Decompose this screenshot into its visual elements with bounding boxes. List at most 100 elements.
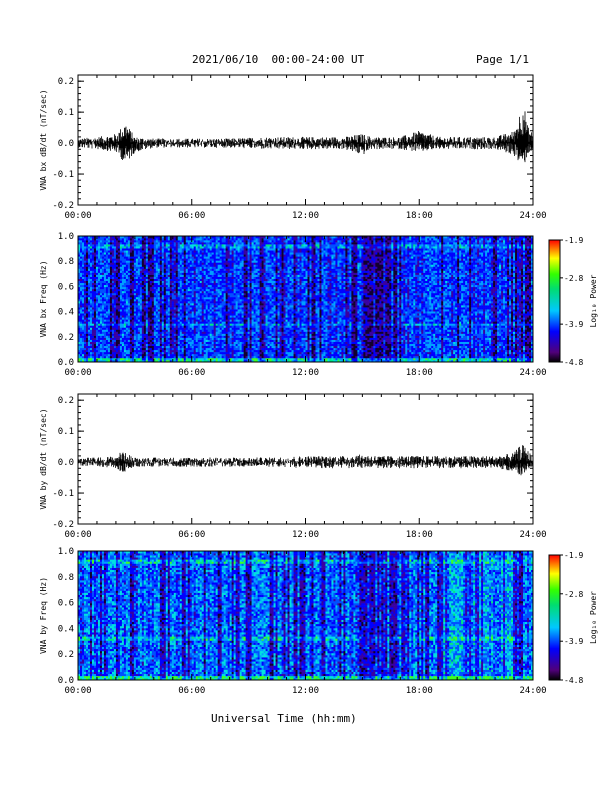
- spectrogram-cell: [106, 246, 108, 248]
- spectrogram-cell: [196, 250, 198, 252]
- spectrogram-cell: [160, 301, 162, 303]
- spectrogram-cell: [226, 301, 228, 303]
- spectrogram-cell: [180, 252, 182, 254]
- spectrogram-cell: [134, 332, 136, 334]
- spectrogram-cell: [118, 297, 120, 299]
- spectrogram-cell: [144, 264, 146, 266]
- spectrogram-cell: [106, 277, 108, 279]
- spectrogram-cell: [88, 258, 90, 260]
- spectrogram-cell: [100, 285, 102, 287]
- spectrogram-cell: [204, 350, 206, 352]
- spectrogram-cell: [96, 319, 98, 321]
- spectrogram-cell: [126, 354, 128, 356]
- spectrogram-cell: [194, 271, 196, 273]
- spectrogram-cell: [222, 291, 224, 293]
- spectrogram-cell: [108, 346, 110, 348]
- spectrogram-cell: [88, 342, 90, 344]
- spectrogram-cell: [156, 358, 158, 360]
- spectrogram-cell: [104, 323, 106, 325]
- spectrogram-cell: [114, 307, 116, 309]
- spectrogram-cell: [224, 354, 226, 356]
- spectrogram-cell: [128, 329, 130, 331]
- spectrogram-cell: [100, 307, 102, 309]
- spectrogram-cell: [82, 269, 84, 271]
- spectrogram-cell: [230, 262, 232, 264]
- spectrogram-cell: [100, 269, 102, 271]
- spectrogram-cell: [230, 293, 232, 295]
- spectrogram-cell: [184, 297, 186, 299]
- spectrogram-cell: [124, 325, 126, 327]
- spectrogram-cell: [196, 264, 198, 266]
- spectrogram-cell: [116, 301, 118, 303]
- spectrogram-cell: [138, 254, 140, 256]
- spectrogram-cell: [88, 332, 90, 334]
- spectrogram-cell: [222, 336, 224, 338]
- spectrogram-cell: [152, 240, 154, 242]
- spectrogram-cell: [116, 295, 118, 297]
- spectrogram-cell: [128, 283, 130, 285]
- spectrogram-cell: [212, 301, 214, 303]
- spectrogram-cell: [108, 273, 110, 275]
- spectrogram-cell: [226, 246, 228, 248]
- spectrogram-cell: [206, 244, 208, 246]
- spectrogram-cell: [156, 264, 158, 266]
- spectrogram-cell: [194, 291, 196, 293]
- spectrogram-cell: [184, 256, 186, 258]
- spectrogram-cell: [156, 269, 158, 271]
- spectrogram-cell: [206, 258, 208, 260]
- spectrogram-cell: [90, 279, 92, 281]
- spectrogram-cell: [126, 334, 128, 336]
- spectrogram-cell: [152, 291, 154, 293]
- spectrogram-cell: [170, 348, 172, 350]
- spectrogram-cell: [226, 315, 228, 317]
- spectrogram-cell: [216, 244, 218, 246]
- spectrogram-cell: [200, 262, 202, 264]
- spectrogram-cell: [96, 275, 98, 277]
- spectrogram-cell: [200, 336, 202, 338]
- spectrogram-cell: [210, 352, 212, 354]
- spectrogram-cell: [134, 291, 136, 293]
- spectrogram-cell: [184, 352, 186, 354]
- spectrogram-cell: [210, 321, 212, 323]
- spectrogram-cell: [164, 291, 166, 293]
- spectrogram-cell: [98, 301, 100, 303]
- spectrogram-cell: [208, 352, 210, 354]
- spectrogram-cell: [84, 356, 86, 358]
- spectrogram-cell: [210, 303, 212, 305]
- spectrogram-cell: [98, 291, 100, 293]
- spectrogram-cell: [220, 329, 222, 331]
- spectrogram-cell: [178, 242, 180, 244]
- spectrogram-cell: [124, 287, 126, 289]
- spectrogram-cell: [86, 319, 88, 321]
- spectrogram-cell: [134, 266, 136, 268]
- spectrogram-cell: [226, 295, 228, 297]
- spectrogram-cell: [156, 287, 158, 289]
- spectrogram-cell: [118, 264, 120, 266]
- spectrogram-cell: [90, 301, 92, 303]
- spectrogram-cell: [228, 301, 230, 303]
- spectrogram-cell: [228, 323, 230, 325]
- spectrogram-cell: [110, 309, 112, 311]
- spectrogram-cell: [176, 309, 178, 311]
- spectrogram-cell: [126, 254, 128, 256]
- spectrogram-cell: [126, 262, 128, 264]
- spectrogram-cell: [116, 240, 118, 242]
- spectrogram-cell: [140, 323, 142, 325]
- spectrogram-cell: [196, 325, 198, 327]
- spectrogram-cell: [224, 346, 226, 348]
- spectrogram-cell: [188, 352, 190, 354]
- spectrogram-cell: [88, 305, 90, 307]
- spectrogram-cell: [128, 305, 130, 307]
- spectrogram-cell: [226, 242, 228, 244]
- spectrogram-cell: [152, 297, 154, 299]
- spectrogram-cell: [88, 283, 90, 285]
- spectrogram-cell: [134, 242, 136, 244]
- spectrogram-cell: [98, 244, 100, 246]
- spectrogram-cell: [210, 279, 212, 281]
- spectrogram-cell: [224, 307, 226, 309]
- spectrogram-cell: [120, 277, 122, 279]
- spectrogram-cell: [200, 307, 202, 309]
- spectrogram-cell: [198, 240, 200, 242]
- spectrogram-cell: [180, 256, 182, 258]
- spectrogram-cell: [208, 313, 210, 315]
